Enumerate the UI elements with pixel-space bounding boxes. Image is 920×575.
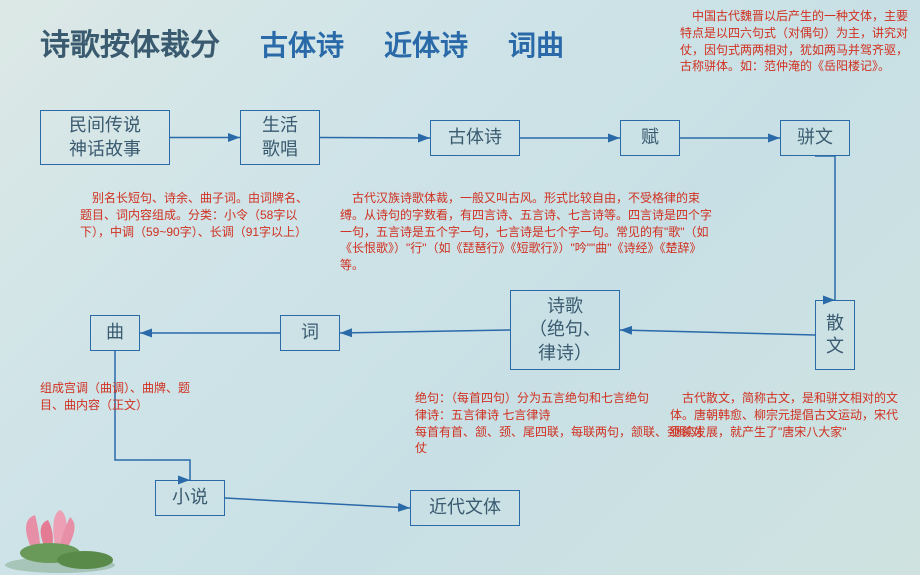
subtitle-1: 古体诗	[260, 24, 344, 64]
annotation-a_ci: 别名长短句、诗余、曲子词。由词牌名、题目、词内容组成。分类：小令（58字以下），…	[80, 190, 310, 240]
node-n1: 民间传说 神话故事	[40, 110, 170, 165]
subtitle-2: 近体诗	[384, 24, 468, 64]
page-title: 诗歌按体裁分	[40, 20, 220, 64]
node-n9: 曲	[90, 315, 140, 351]
node-n7: 诗歌 （绝句、 律诗）	[510, 290, 620, 370]
node-n8: 词	[280, 315, 340, 351]
node-n6: 散 文	[815, 300, 855, 370]
node-n5: 骈文	[780, 120, 850, 156]
annotation-a_shi: 绝句：（每首四句）分为五言绝句和七言绝句 律诗：五言律诗 七言律诗 每首有首、颔…	[415, 390, 705, 457]
node-n4: 赋	[620, 120, 680, 156]
node-n3: 古体诗	[430, 120, 520, 156]
annotation-a_qu: 组成宫调（曲调）、曲牌、题目、曲内容（正文）	[40, 380, 210, 414]
lotus-decoration	[0, 485, 120, 575]
annotation-a_gu: 古代汉族诗歌体裁，一般又叫古风。形式比较自由，不受格律的束缚。从诗句的字数看，有…	[340, 190, 720, 274]
node-n10: 小说	[155, 480, 225, 516]
subtitle-3: 词曲	[508, 24, 564, 64]
annotation-a_san: 古代散文，简称古文，是和骈文相对的文体。唐朝韩愈、柳宗元提倡古文运动，宋代继续发…	[670, 390, 900, 440]
node-n2: 生活 歌唱	[240, 110, 320, 165]
node-n11: 近代文体	[410, 490, 520, 526]
title-row: 诗歌按体裁分 古体诗 近体诗 词曲	[40, 20, 770, 64]
background	[0, 0, 920, 575]
annotation-a_top: 中国古代魏晋以后产生的一种文体，主要特点是以四六句式（对偶句）为主，讲究对仗，因…	[680, 8, 910, 75]
